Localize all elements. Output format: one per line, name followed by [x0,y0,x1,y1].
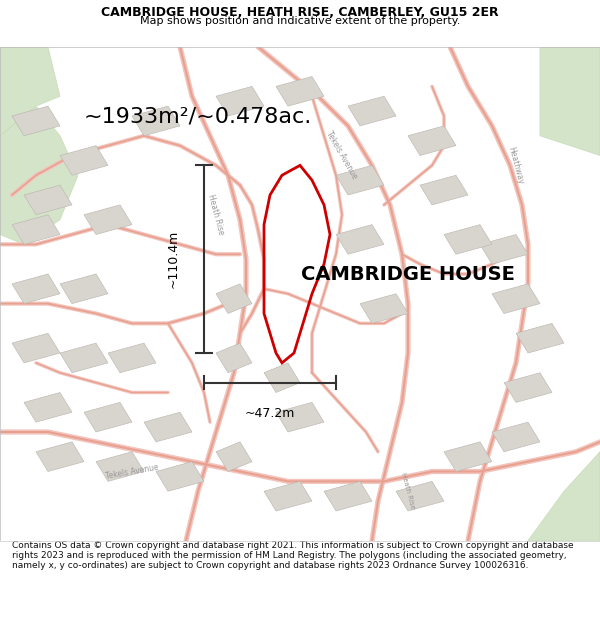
Polygon shape [336,166,384,195]
Polygon shape [216,343,252,372]
Polygon shape [216,442,252,471]
Text: ~1933m²/~0.478ac.: ~1933m²/~0.478ac. [84,106,312,126]
Polygon shape [36,442,84,471]
Polygon shape [84,402,132,432]
Polygon shape [480,234,528,264]
Polygon shape [84,205,132,234]
Polygon shape [12,333,60,363]
Polygon shape [276,76,324,106]
Polygon shape [360,294,408,323]
Polygon shape [276,402,324,432]
Polygon shape [528,452,600,541]
Polygon shape [24,185,72,215]
Polygon shape [264,363,300,392]
Polygon shape [348,96,396,126]
Polygon shape [492,284,540,314]
Polygon shape [12,106,60,136]
Polygon shape [396,481,444,511]
Text: Heath Rise: Heath Rise [400,472,416,511]
Text: Tekels Avenue: Tekels Avenue [325,130,359,181]
Polygon shape [144,412,192,442]
Polygon shape [540,47,600,156]
Polygon shape [12,274,60,304]
Text: Contains OS data © Crown copyright and database right 2021. This information is : Contains OS data © Crown copyright and d… [12,541,574,571]
Polygon shape [216,284,252,314]
Polygon shape [108,343,156,372]
Text: Heath Rise: Heath Rise [206,193,226,236]
Text: ~47.2m: ~47.2m [245,408,295,420]
Polygon shape [12,215,60,244]
Text: Map shows position and indicative extent of the property.: Map shows position and indicative extent… [140,16,460,26]
Text: Heathway: Heathway [506,146,526,185]
Polygon shape [324,481,372,511]
Polygon shape [444,442,492,471]
Polygon shape [0,106,78,244]
Text: CAMBRIDGE HOUSE, HEATH RISE, CAMBERLEY, GU15 2ER: CAMBRIDGE HOUSE, HEATH RISE, CAMBERLEY, … [101,6,499,19]
Text: ~110.4m: ~110.4m [167,230,180,288]
Polygon shape [0,47,60,136]
Polygon shape [60,146,108,175]
Polygon shape [24,392,72,422]
Polygon shape [444,224,492,254]
Polygon shape [96,452,144,481]
Polygon shape [156,462,204,491]
Polygon shape [60,274,108,304]
Polygon shape [516,323,564,353]
Polygon shape [60,343,108,372]
Text: Tekels Avenue: Tekels Avenue [105,462,159,481]
Polygon shape [216,86,264,116]
Polygon shape [264,481,312,511]
Polygon shape [132,106,180,136]
Text: CAMBRIDGE HOUSE: CAMBRIDGE HOUSE [301,264,515,284]
Polygon shape [420,175,468,205]
Polygon shape [504,372,552,402]
Polygon shape [408,126,456,156]
Polygon shape [336,224,384,254]
Polygon shape [492,422,540,452]
